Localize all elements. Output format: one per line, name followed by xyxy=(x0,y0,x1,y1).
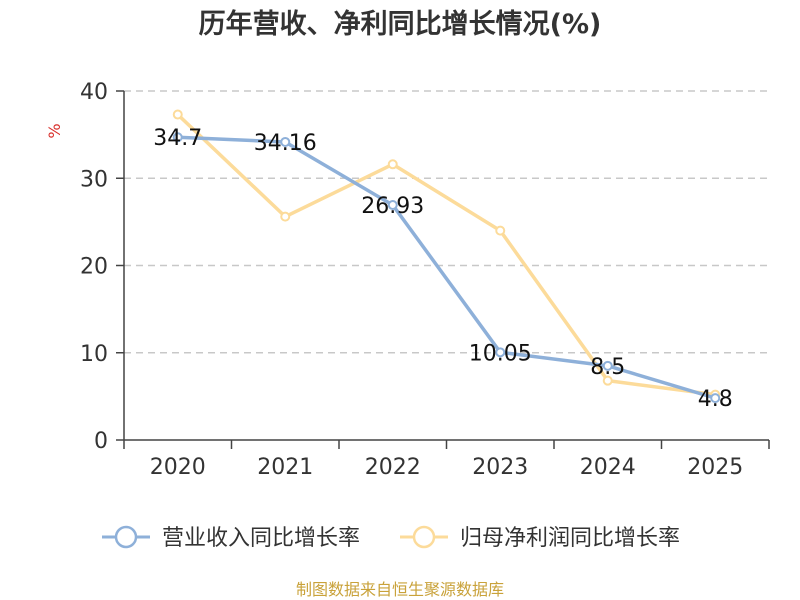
legend-label: 营业收入同比增长率 xyxy=(162,526,360,551)
data-point[interactable] xyxy=(495,225,506,236)
y-axis-unit-label: % xyxy=(45,123,64,138)
series-line xyxy=(176,113,716,397)
x-tick-label: 2020 xyxy=(150,455,206,480)
y-tick-label: 10 xyxy=(80,342,108,367)
legend[interactable]: 营业收入同比增长率 归母净利润同比增长率 xyxy=(102,525,680,551)
x-tick-label: 2024 xyxy=(580,455,636,480)
data-point[interactable] xyxy=(387,200,398,211)
y-tick-label: 20 xyxy=(80,255,108,280)
data-point[interactable] xyxy=(602,360,613,371)
series-line xyxy=(177,135,716,400)
data-label: 8.5 xyxy=(590,355,625,380)
data-label: 10.05 xyxy=(469,341,532,366)
x-axis-ticks: 2020 2021 2022 2023 2024 2025 xyxy=(123,440,770,480)
data-point[interactable] xyxy=(602,375,613,386)
x-tick-label: 2025 xyxy=(687,455,743,480)
legend-item-1[interactable]: 营业收入同比增长率 xyxy=(102,525,360,551)
data-point[interactable] xyxy=(387,159,398,170)
data-labels: 34.7 34.16 26.93 10.05 8.5 4.8 xyxy=(153,126,732,412)
legend-item-2[interactable]: 归母净利润同比增长率 xyxy=(400,525,680,551)
series-1 xyxy=(172,132,721,404)
data-point[interactable] xyxy=(172,109,183,120)
data-point[interactable] xyxy=(280,211,291,222)
y-tick-label: 0 xyxy=(94,429,108,454)
data-label: 26.93 xyxy=(361,194,424,219)
data-label: 4.8 xyxy=(698,387,733,412)
y-axis-ticks: 0 10 20 30 40 xyxy=(80,80,124,454)
data-point[interactable] xyxy=(710,393,721,404)
y-tick-label: 40 xyxy=(80,80,108,105)
x-tick-label: 2023 xyxy=(472,455,528,480)
legend-marker-icon xyxy=(412,525,436,549)
x-tick-label: 2021 xyxy=(257,455,313,480)
x-tick-label: 2022 xyxy=(365,455,421,480)
data-label: 34.16 xyxy=(254,131,317,156)
legend-marker-icon xyxy=(114,525,138,549)
data-point[interactable] xyxy=(172,132,183,143)
series-2 xyxy=(172,109,721,400)
data-point[interactable] xyxy=(495,347,506,358)
series-layer xyxy=(172,109,721,404)
y-tick-label: 30 xyxy=(80,167,108,192)
source-note: 制图数据来自恒生聚源数据库 xyxy=(296,580,504,599)
grid-lines xyxy=(124,90,769,354)
legend-label: 归母净利润同比增长率 xyxy=(460,526,680,551)
data-point[interactable] xyxy=(280,136,291,147)
chart-title: 历年营收、净利同比增长情况(%) xyxy=(199,8,602,40)
data-label: 34.7 xyxy=(153,126,202,151)
